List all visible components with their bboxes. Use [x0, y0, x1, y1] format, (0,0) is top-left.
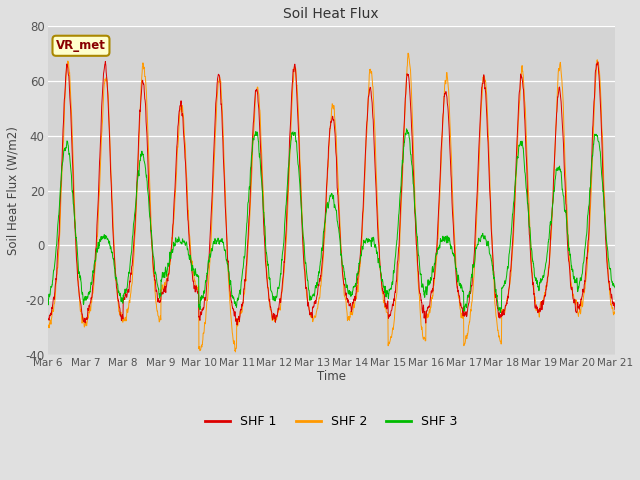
- SHF 1: [361, 172, 369, 178]
- SHF 2: [577, 302, 585, 308]
- SHF 3: [360, 239, 368, 244]
- SHF 3: [403, 126, 410, 132]
- SHF 2: [232, 349, 239, 355]
- SHF 2: [404, 50, 412, 56]
- Title: Soil Heat Flux: Soil Heat Flux: [284, 7, 379, 21]
- SHF 2: [360, 186, 368, 192]
- SHF 1: [561, 188, 569, 194]
- SHF 2: [561, 166, 569, 171]
- SHF 1: [102, 59, 109, 64]
- SHF 3: [202, 279, 209, 285]
- Text: VR_met: VR_met: [56, 39, 106, 52]
- SHF 3: [348, 291, 355, 297]
- Y-axis label: Soil Heat Flux (W/m2): Soil Heat Flux (W/m2): [7, 126, 20, 255]
- SHF 2: [202, 316, 209, 322]
- Legend: SHF 1, SHF 2, SHF 3: SHF 1, SHF 2, SHF 3: [200, 410, 462, 433]
- SHF 1: [497, 312, 504, 318]
- SHF 2: [348, 312, 356, 317]
- SHF 3: [561, 208, 569, 214]
- SHF 3: [497, 309, 504, 315]
- SHF 3: [44, 296, 51, 301]
- SHF 1: [233, 322, 241, 328]
- SHF 3: [497, 310, 504, 315]
- X-axis label: Time: Time: [317, 371, 346, 384]
- SHF 1: [611, 307, 619, 312]
- SHF 2: [497, 338, 504, 344]
- SHF 1: [44, 312, 51, 318]
- SHF 1: [577, 296, 585, 302]
- SHF 2: [44, 322, 51, 328]
- SHF 2: [611, 308, 619, 314]
- SHF 1: [202, 293, 210, 299]
- SHF 3: [577, 277, 585, 283]
- Line: SHF 3: SHF 3: [47, 129, 615, 312]
- SHF 1: [348, 304, 356, 310]
- Line: SHF 2: SHF 2: [47, 53, 615, 352]
- SHF 3: [611, 285, 619, 290]
- Line: SHF 1: SHF 1: [47, 61, 615, 325]
